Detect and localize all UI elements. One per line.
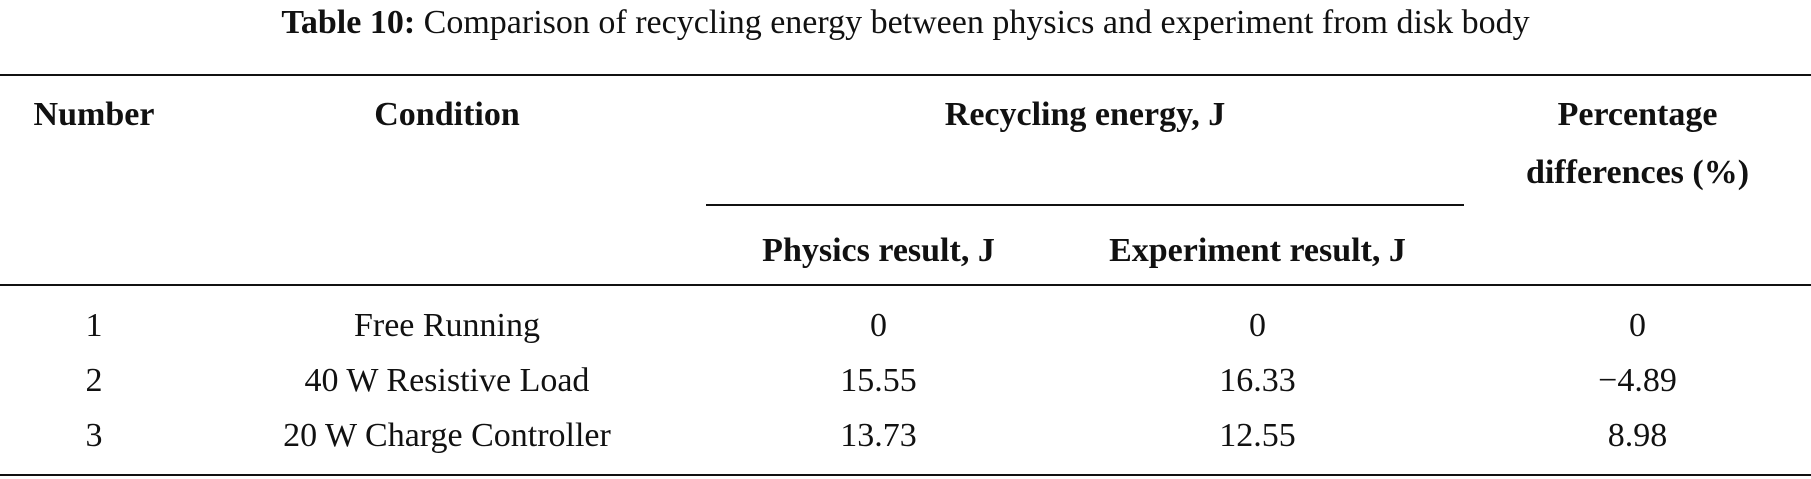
row-1-number: 1 bbox=[85, 307, 103, 344]
row-3-percentage: 8.98 bbox=[1607, 417, 1668, 454]
header-experiment-result: Experiment result, J bbox=[1109, 232, 1406, 269]
table-top-rule bbox=[0, 74, 1811, 76]
caption-label: Table 10: bbox=[281, 4, 416, 41]
recycling-energy-underline bbox=[706, 204, 1464, 206]
row-2-number: 2 bbox=[85, 362, 103, 399]
header-recycling-energy: Recycling energy, J bbox=[944, 96, 1226, 133]
caption-text: Comparison of recycling energy between p… bbox=[423, 4, 1530, 41]
row-1-percentage: 0 bbox=[1629, 307, 1646, 344]
table-caption: Table 10: Comparison of recycling energy… bbox=[0, 0, 1811, 46]
row-2-experiment: 16.33 bbox=[1219, 362, 1296, 399]
header-number: Number bbox=[33, 96, 155, 133]
row-1-experiment: 0 bbox=[1249, 307, 1266, 344]
header-percentage-line1: Percentage bbox=[1557, 96, 1718, 133]
table-bottom-rule bbox=[0, 474, 1811, 476]
data-table: Number Condition Recycling energy, J Per… bbox=[0, 72, 1811, 476]
row-1-physics: 0 bbox=[870, 307, 887, 344]
header-physics-result: Physics result, J bbox=[762, 232, 995, 269]
header-condition: Condition bbox=[374, 96, 520, 133]
row-3-number: 3 bbox=[85, 417, 103, 454]
row-2-condition: 40 W Resistive Load bbox=[304, 362, 590, 399]
row-2-physics: 15.55 bbox=[840, 362, 917, 399]
row-3-condition: 20 W Charge Controller bbox=[283, 417, 611, 454]
row-3-physics: 13.73 bbox=[840, 417, 917, 454]
row-3-experiment: 12.55 bbox=[1219, 417, 1296, 454]
header-percentage-line2: differences (%) bbox=[1525, 154, 1750, 191]
row-2-percentage: −4.89 bbox=[1598, 362, 1677, 399]
table-header-rule bbox=[0, 284, 1811, 286]
row-1-condition: Free Running bbox=[353, 307, 541, 344]
